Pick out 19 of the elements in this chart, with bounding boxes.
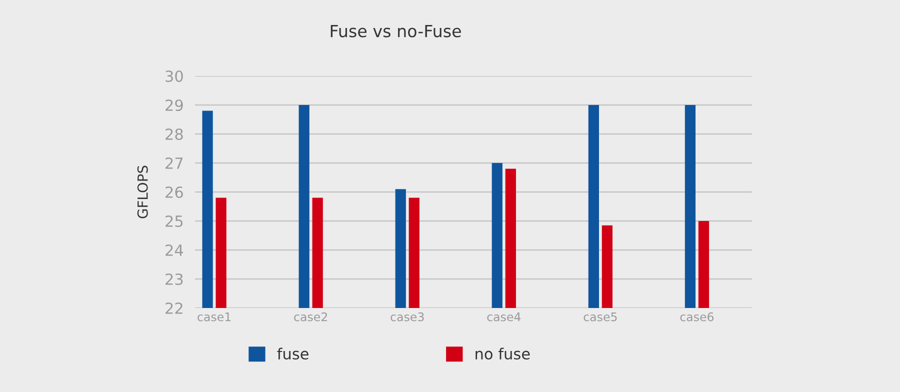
x-tick-label: case4: [487, 312, 521, 322]
x-tick-label: case5: [584, 312, 617, 322]
y-tick-label: 22: [166, 302, 182, 314]
y-tick-label: 30: [166, 70, 183, 82]
y-tick-label: 25: [166, 215, 183, 228]
y-tick-label: 28: [166, 128, 183, 140]
y-tick-label: 26: [166, 186, 183, 198]
x-tick-label: case6: [680, 312, 714, 322]
chart-title: Fuse vs no-Fuse: [330, 24, 461, 38]
legend-label: no fuse: [476, 348, 530, 360]
y-tick-label: 29: [166, 99, 183, 112]
x-tick-label: case2: [294, 312, 327, 322]
y-tick-label: 24: [166, 244, 184, 256]
x-tick-label: case3: [390, 312, 424, 322]
y-tick-label: 23: [166, 273, 183, 286]
y-axis-title: GFLOPS: [137, 166, 148, 218]
y-tick-label: 27: [166, 157, 183, 169]
x-tick-label: case1: [198, 312, 231, 322]
legend-label: fuse: [277, 348, 308, 360]
